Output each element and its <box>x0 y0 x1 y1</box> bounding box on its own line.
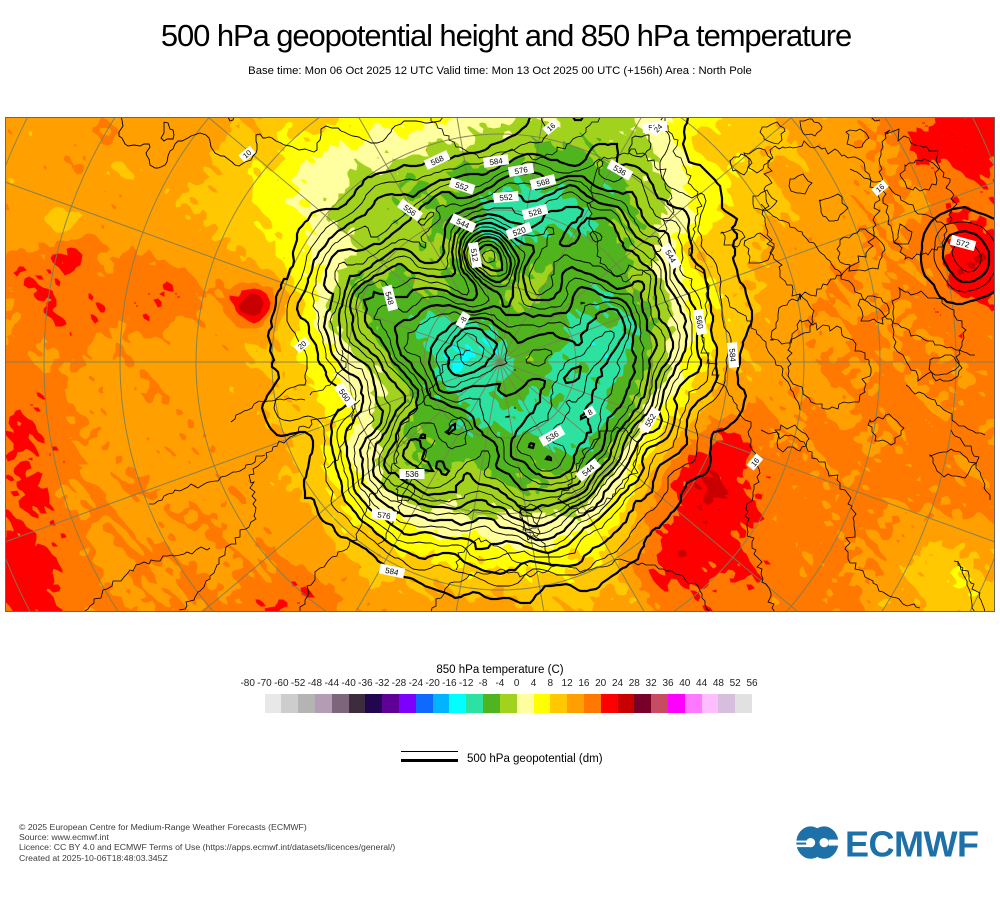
svg-text:576: 576 <box>377 510 392 521</box>
svg-text:552: 552 <box>454 180 470 193</box>
svg-text:8: 8 <box>586 407 594 417</box>
svg-text:572: 572 <box>955 238 971 250</box>
svg-text:584: 584 <box>384 566 399 578</box>
svg-text:512: 512 <box>469 248 480 263</box>
svg-text:-8: -8 <box>458 315 469 325</box>
svg-text:520: 520 <box>511 225 527 238</box>
svg-text:560: 560 <box>694 315 705 330</box>
svg-text:568: 568 <box>536 177 552 189</box>
svg-text:536: 536 <box>405 470 419 479</box>
svg-text:552: 552 <box>499 193 514 203</box>
svg-text:528: 528 <box>528 206 544 218</box>
svg-text:548: 548 <box>383 291 395 307</box>
svg-text:584: 584 <box>489 156 504 167</box>
svg-text:ECMWF: ECMWF <box>845 825 978 865</box>
svg-text:576: 576 <box>514 165 529 176</box>
svg-text:584: 584 <box>727 348 737 363</box>
